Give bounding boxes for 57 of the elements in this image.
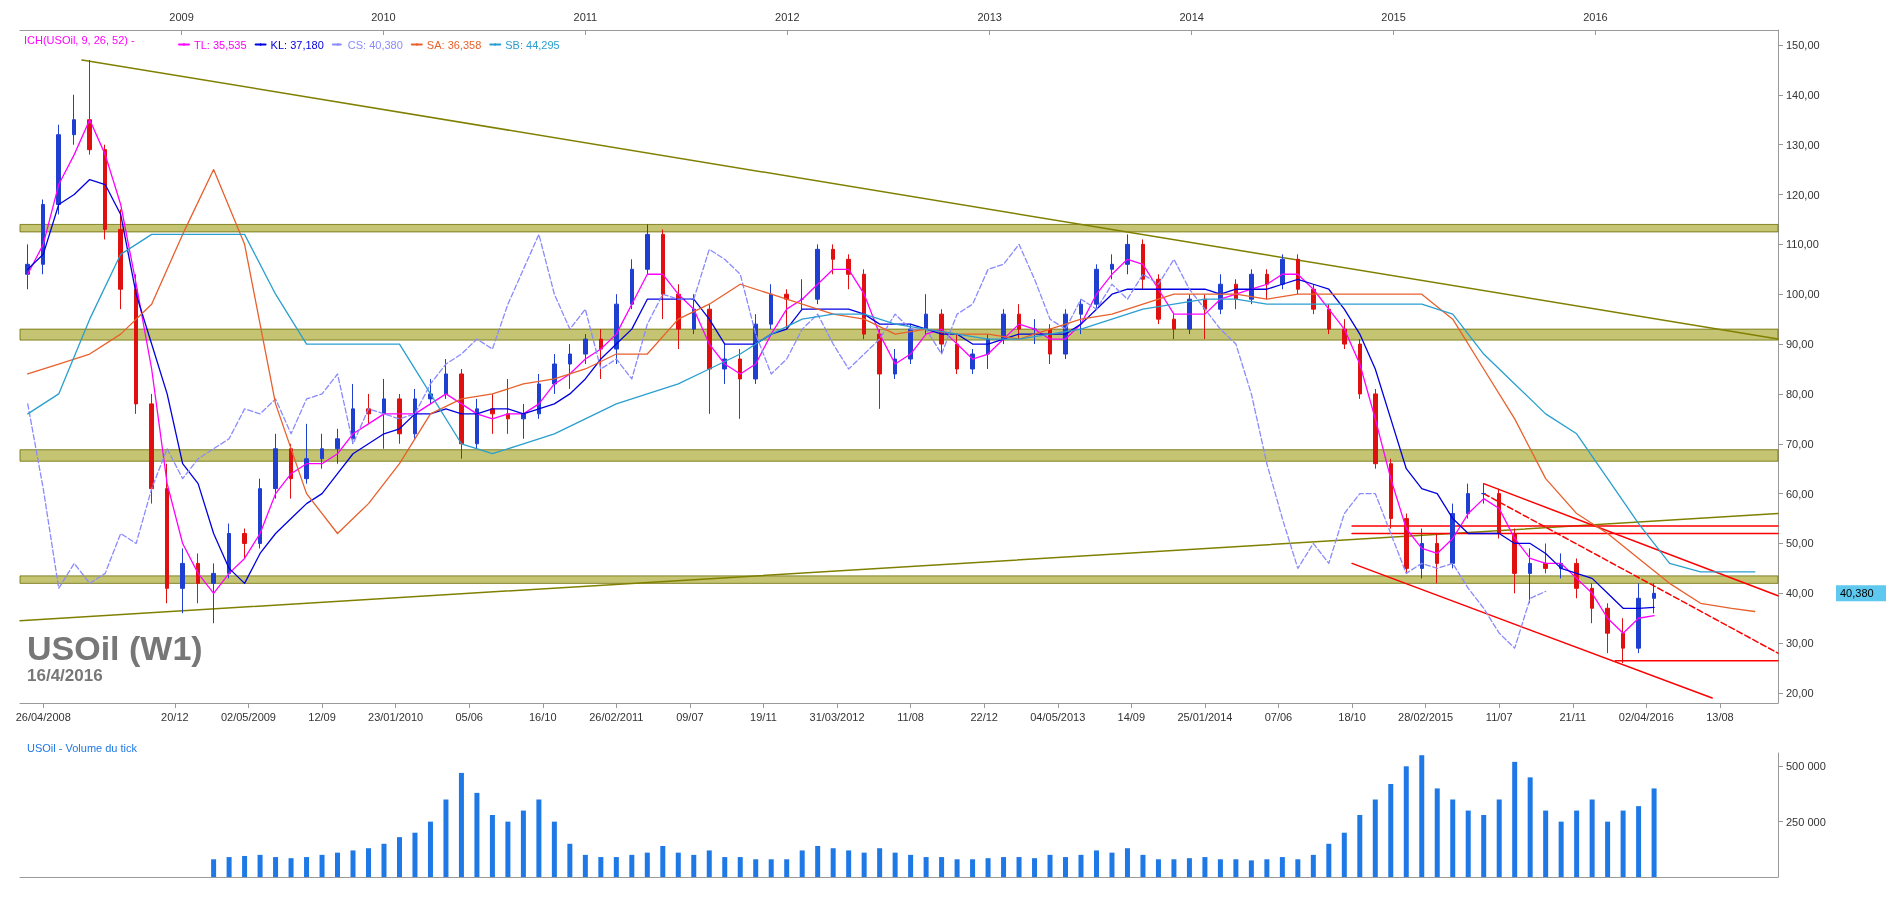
x-tick-label: 02/05/2009 — [220, 710, 276, 723]
x-tick-label: 31/03/2012 — [809, 710, 865, 723]
x-tick-label: 14/09 — [1117, 710, 1146, 723]
y-tick-label: 500 000 — [1786, 760, 1826, 773]
x-tick-label: 23/01/2010 — [368, 710, 424, 723]
x2-tick-label: 2011 — [573, 10, 598, 23]
x-tick-label: 22/12 — [970, 710, 998, 723]
y-tick-label: 140,00 — [1786, 88, 1820, 101]
x-tick-label: 02/04/2016 — [1618, 710, 1674, 723]
x-tick-label: 28/02/2015 — [1398, 710, 1454, 723]
y-tick-label: 70,00 — [1786, 437, 1814, 450]
x-tick-label: 05/06 — [455, 710, 483, 723]
text: USOil (W1) — [27, 629, 203, 667]
y-tick-label: 60,00 — [1786, 487, 1814, 500]
y-tick-label: 130,00 — [1786, 138, 1820, 151]
y-tick-label: 100,00 — [1786, 288, 1820, 301]
x-tick-label: 20/12 — [161, 710, 189, 723]
x2-tick-label: 2012 — [775, 10, 800, 23]
legend-label: SA: 36,358 — [426, 38, 482, 51]
y-tick-label: 40,00 — [1786, 587, 1814, 600]
x-tick-label: 12/09 — [308, 710, 336, 723]
x-tick-label: 25/01/2014 — [1177, 710, 1233, 723]
x-tick-label: 16/10 — [528, 710, 557, 723]
y-tick-label: 150,00 — [1786, 38, 1820, 51]
legend-label: SB: 44,295 — [505, 38, 560, 51]
x-tick-label: 19/11 — [750, 710, 777, 723]
x-tick-label: 18/10 — [1338, 710, 1366, 723]
x2-tick-label: 2010 — [371, 10, 396, 23]
y-tick-label: 80,00 — [1786, 387, 1814, 400]
text: 16/4/2016 — [27, 666, 103, 685]
y-tick-label: 120,00 — [1786, 188, 1820, 201]
legend-label: CS: 40,380 — [347, 38, 403, 51]
x2-tick-label: 2009 — [169, 10, 194, 23]
x-tick-label: 04/05/2013 — [1030, 710, 1086, 723]
y-tick-label: 50,00 — [1786, 537, 1814, 550]
x-tick-label: 26/02/2011 — [589, 710, 644, 723]
x-tick-label: 26/04/2008 — [15, 710, 71, 723]
x-tick-label: 07/06 — [1264, 710, 1293, 723]
x2-tick-label: 2013 — [977, 10, 1002, 23]
x-tick-label: 11/08 — [897, 710, 924, 723]
y-tick-label: 90,00 — [1786, 338, 1814, 351]
text: 40,380 — [1840, 586, 1874, 599]
legend-title: ICH(USOil, 9, 26, 52) - — [24, 33, 135, 46]
x2-tick-label: 2015 — [1381, 10, 1406, 23]
x-tick-label: 09/07 — [676, 710, 704, 723]
legend-label: TL: 35,535 — [194, 38, 247, 51]
x-tick-label: 13/08 — [1706, 710, 1734, 723]
legend-label: KL: 37,180 — [270, 38, 324, 51]
y-tick-label: 20,00 — [1786, 687, 1814, 700]
x-tick-label: 21/11 — [1559, 710, 1587, 723]
y-tick-label: 110,00 — [1786, 238, 1819, 251]
x2-tick-label: 2014 — [1179, 10, 1204, 23]
x2-tick-label: 2016 — [1583, 10, 1608, 23]
y-tick-label: 30,00 — [1786, 637, 1814, 650]
chart-title: USOil - Volume du tick — [27, 741, 138, 754]
y-tick-label: 250 000 — [1786, 815, 1826, 828]
x-tick-label: 11/07 — [1485, 710, 1513, 723]
